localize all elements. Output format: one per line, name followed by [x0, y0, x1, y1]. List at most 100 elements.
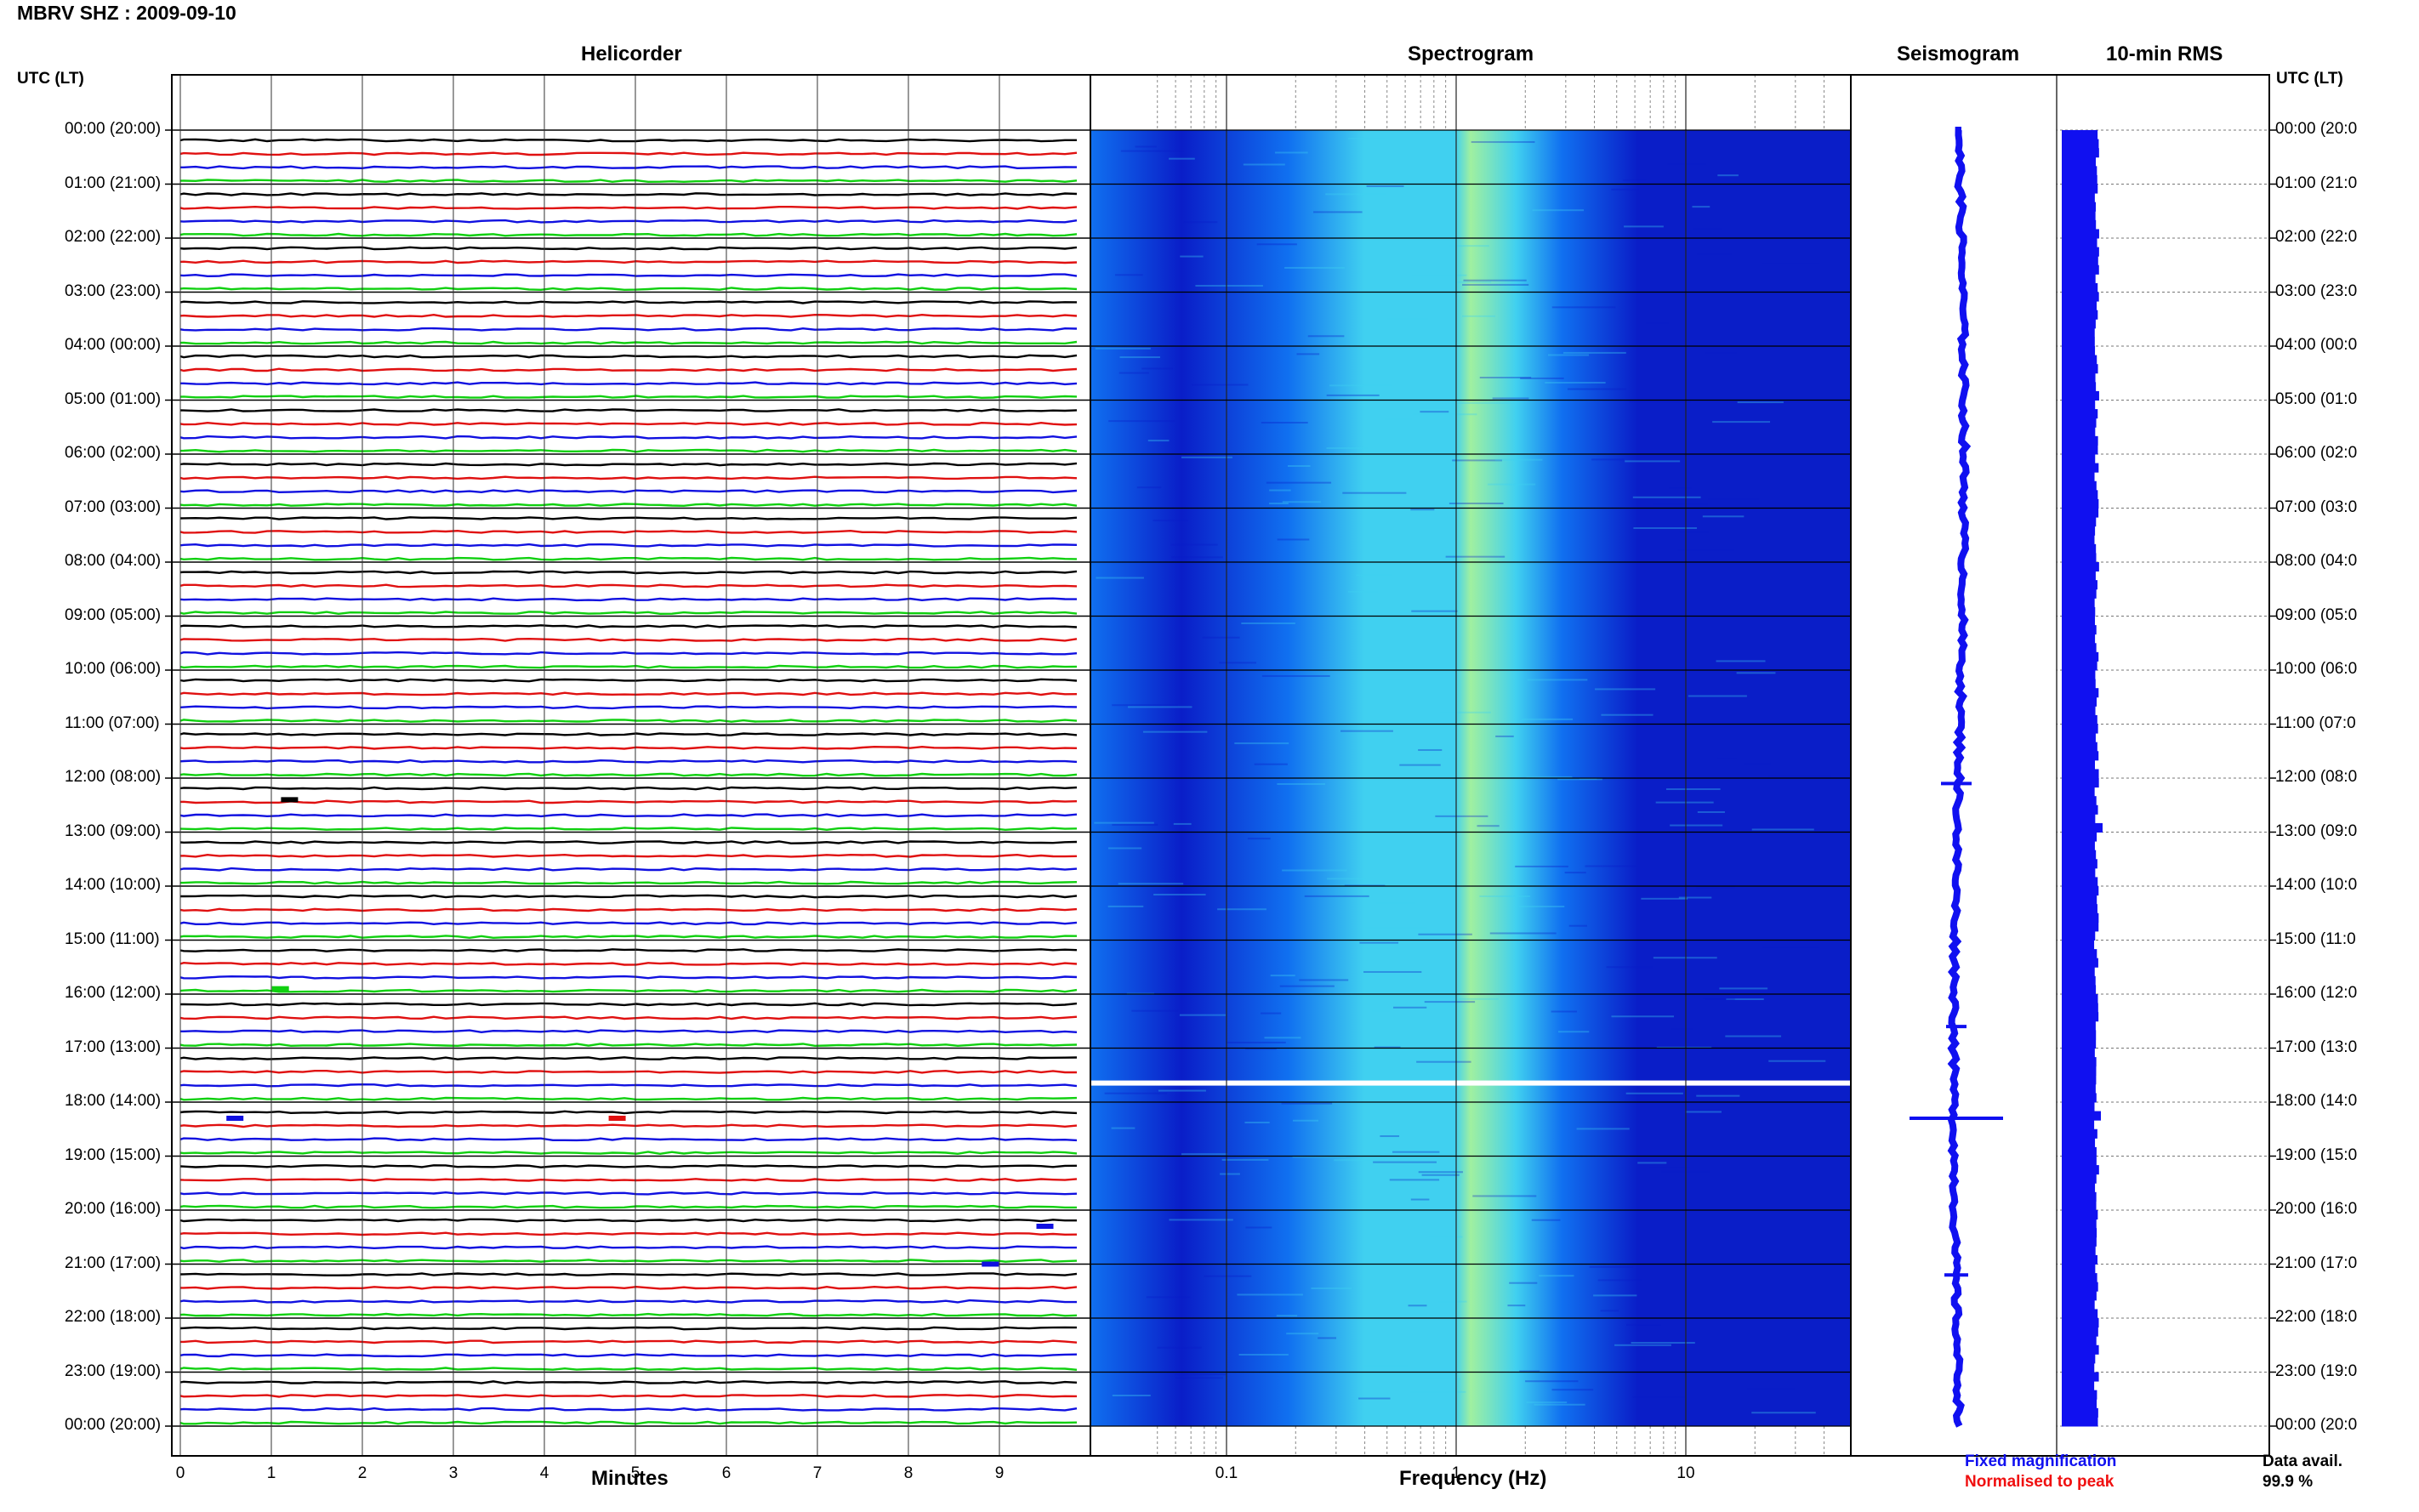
spectrogram-texture	[1532, 209, 1585, 212]
spectrogram-texture	[1365, 927, 1428, 929]
hour-label-right: 00:00 (20:0	[2275, 1416, 2358, 1434]
spectrogram-texture	[1551, 1010, 1577, 1013]
spectrogram-texture	[1147, 440, 1170, 442]
rms-bar	[2062, 1030, 2097, 1040]
spectrogram-texture	[1286, 1333, 1319, 1335]
data-avail-label: Data avail.	[2262, 1452, 2342, 1470]
helicorder-trace	[179, 772, 1078, 777]
spectrogram-texture	[1625, 460, 1681, 463]
hour-label-right: 06:00 (02:0	[2275, 444, 2358, 462]
seismogram-trace	[1947, 127, 1972, 1428]
spectrogram-texture	[1418, 748, 1443, 751]
helicorder-trace	[179, 732, 1078, 736]
rms-bar	[2062, 661, 2097, 671]
spectrogram-texture	[1171, 556, 1223, 559]
rms-bar	[2062, 1407, 2098, 1418]
rms-bar	[2062, 498, 2099, 509]
spectrogram-texture	[1692, 206, 1710, 208]
helicorder-trace	[179, 287, 1078, 292]
spectrogram-texture	[1296, 353, 1320, 355]
helicorder-trace	[179, 151, 1078, 156]
rms-bar	[2062, 139, 2099, 149]
spectrogram-texture	[1412, 413, 1477, 416]
rms-bar	[2062, 480, 2097, 491]
spectrogram-texture	[1655, 801, 1714, 804]
helicorder-trace	[180, 894, 1078, 899]
spectrogram-texture	[1276, 1315, 1298, 1317]
rms-bar	[2062, 975, 2096, 986]
helicorder-x-label: Minutes	[591, 1467, 669, 1490]
helicorder-trace	[179, 1043, 1078, 1048]
spectrogram-texture	[1631, 1342, 1695, 1344]
helicorder-trace	[179, 543, 1078, 548]
hour-label-right: 08:00 (04:0	[2275, 552, 2358, 570]
helicorder-tick-label: 8	[904, 1464, 914, 1482]
spectrogram-texture	[1269, 489, 1291, 492]
spectrogram-texture	[1557, 1031, 1590, 1033]
helicorder-trace	[179, 367, 1078, 372]
spectrogram-texture	[1234, 742, 1289, 745]
helicorder-trace	[179, 138, 1077, 143]
rms-bar	[2062, 508, 2099, 518]
helicorder-trace	[179, 340, 1078, 345]
spectrogram-texture	[1445, 555, 1505, 558]
rms-bar	[2062, 1165, 2099, 1175]
spectrogram-texture	[1522, 718, 1574, 720]
rms-bar	[2062, 166, 2097, 176]
spectrogram-texture	[1268, 503, 1289, 505]
spectrogram-texture	[1519, 1370, 1540, 1373]
spectrogram-texture	[1382, 678, 1404, 680]
hour-label: 10:00 (06:00)	[65, 660, 162, 678]
rms-bar	[2062, 598, 2095, 608]
spectrogram-texture	[1247, 838, 1271, 840]
utc-label-right: UTC (LT)	[2276, 70, 2343, 88]
hour-label: 08:00 (04:00)	[65, 552, 162, 570]
hour-label: 00:00 (20:00)	[65, 120, 162, 138]
spectrogram-texture	[1226, 1041, 1286, 1043]
hour-label-right: 10:00 (06:0	[2275, 660, 2358, 678]
helicorder-tick-label: 0	[176, 1464, 185, 1482]
spectrogram-texture	[1410, 1198, 1430, 1201]
spectrogram-texture	[1380, 1135, 1400, 1138]
rms-bar	[2062, 1254, 2097, 1265]
rms-bar	[2062, 355, 2097, 365]
helicorder-trace	[179, 719, 1078, 723]
spectrogram-texture	[1318, 1337, 1336, 1339]
spectrogram-texture	[1557, 778, 1602, 781]
rms-bar	[2062, 571, 2096, 581]
hour-label: 01:00 (21:00)	[65, 173, 162, 192]
spectrogram-texture	[1747, 1388, 1795, 1390]
hour-label: 22:00 (18:00)	[65, 1308, 162, 1326]
spectrogram-texture	[1095, 347, 1151, 350]
hour-label-right: 05:00 (01:0	[2275, 389, 2358, 408]
spectrogram-texture	[1477, 825, 1500, 827]
spectrogram-texture	[1325, 193, 1386, 196]
spectrogram-texture	[1525, 1380, 1579, 1383]
spectrogram-texture	[1107, 847, 1142, 850]
rms-bar	[2062, 400, 2096, 410]
seismogram-frame	[1850, 74, 2270, 1457]
helicorder-trace	[179, 1164, 1078, 1168]
helicorder-trace	[179, 395, 1078, 400]
helicorder-trace	[179, 1380, 1078, 1384]
rms-bar	[2062, 588, 2097, 599]
spectrogram-texture	[1614, 1344, 1671, 1346]
spectrogram-texture	[1526, 776, 1573, 778]
hour-label-right: 03:00 (23:0	[2275, 281, 2358, 300]
helicorder-trace	[180, 1002, 1078, 1007]
rms-bar	[2062, 1138, 2096, 1148]
hour-label-right: 19:00 (15:0	[2275, 1145, 2358, 1164]
spectrogram-texture	[1180, 255, 1204, 258]
spectrogram-texture	[1471, 141, 1535, 144]
spectrogram-texture	[1428, 1236, 1463, 1238]
spectrogram-texture	[1762, 262, 1820, 264]
rms-bar	[2062, 1075, 2097, 1085]
helicorder-trace	[180, 1285, 1078, 1290]
hour-label: 04:00 (00:00)	[65, 336, 162, 354]
rms-bar	[2062, 229, 2099, 239]
helicorder-trace	[179, 529, 1078, 534]
spectrogram-texture	[1600, 1310, 1619, 1312]
hour-label: 13:00 (09:00)	[65, 821, 162, 840]
helicorder-tick-label: 7	[813, 1464, 822, 1482]
hour-label-right: 17:00 (13:0	[2275, 1037, 2358, 1056]
